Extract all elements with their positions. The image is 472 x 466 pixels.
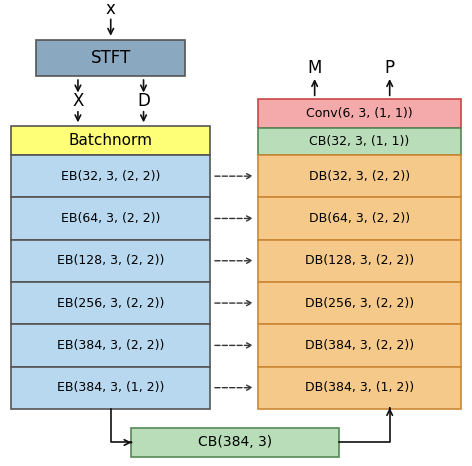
Bar [258,197,461,240]
Text: Conv(6, 3, (1, 1)): Conv(6, 3, (1, 1)) [306,107,413,120]
Text: EB(32, 3, (2, 2)): EB(32, 3, (2, 2)) [61,170,160,183]
Text: CB(384, 3): CB(384, 3) [198,436,272,450]
Bar [258,282,461,324]
Bar [258,155,461,197]
Text: M: M [307,60,322,77]
Bar [11,155,210,197]
Text: Batchnorm: Batchnorm [69,133,153,148]
Bar [11,282,210,324]
Bar [11,126,210,155]
Bar [131,428,339,457]
Text: EB(128, 3, (2, 2)): EB(128, 3, (2, 2)) [57,254,164,267]
Text: P: P [385,60,395,77]
Text: DB(256, 3, (2, 2)): DB(256, 3, (2, 2)) [305,296,414,309]
Text: STFT: STFT [91,49,131,67]
Text: DB(384, 3, (2, 2)): DB(384, 3, (2, 2)) [305,339,414,352]
Bar [258,367,461,409]
Text: D: D [137,92,150,110]
Text: DB(384, 3, (1, 2)): DB(384, 3, (1, 2)) [305,381,414,394]
Bar [258,324,461,367]
Bar [36,40,185,76]
Text: DB(32, 3, (2, 2)): DB(32, 3, (2, 2)) [309,170,410,183]
Text: EB(256, 3, (2, 2)): EB(256, 3, (2, 2)) [57,296,164,309]
Text: CB(32, 3, (1, 1)): CB(32, 3, (1, 1)) [309,135,409,148]
Bar [11,367,210,409]
Bar [11,240,210,282]
Bar [258,128,461,155]
Text: EB(64, 3, (2, 2)): EB(64, 3, (2, 2)) [61,212,160,225]
Text: X: X [72,92,84,110]
Text: DB(128, 3, (2, 2)): DB(128, 3, (2, 2)) [305,254,414,267]
Text: x: x [106,0,116,18]
Text: DB(64, 3, (2, 2)): DB(64, 3, (2, 2)) [309,212,410,225]
Bar [258,240,461,282]
Text: EB(384, 3, (1, 2)): EB(384, 3, (1, 2)) [57,381,164,394]
Text: EB(384, 3, (2, 2)): EB(384, 3, (2, 2)) [57,339,164,352]
Bar [11,197,210,240]
Bar [258,99,461,128]
Bar [11,324,210,367]
